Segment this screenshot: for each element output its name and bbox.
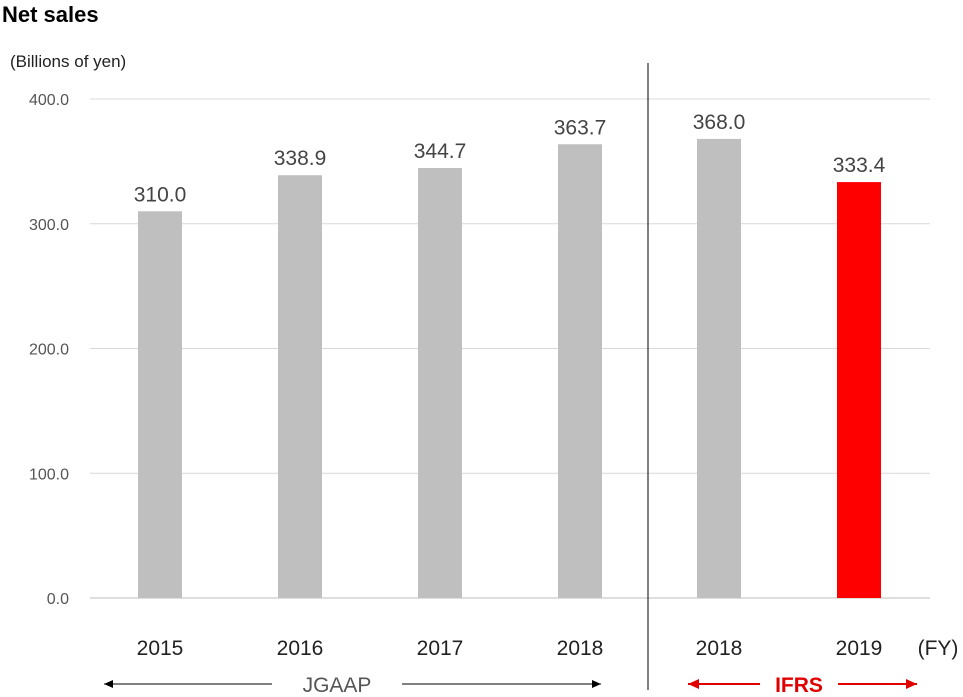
bar-value-label: 310.0 — [134, 183, 187, 206]
y-tick-label: 0.0 — [47, 591, 69, 608]
bar — [278, 175, 322, 599]
bar-value-label: 333.4 — [833, 154, 886, 177]
y-tick-label: 100.0 — [29, 466, 69, 483]
bar — [837, 182, 881, 598]
x-tick-label: 2019 — [836, 637, 883, 660]
x-tick-label: 2018 — [557, 637, 604, 660]
y-axis-unit-label: (Billions of yen) — [10, 52, 127, 71]
x-tick-label: 2016 — [277, 637, 324, 660]
y-tick-label: 400.0 — [29, 92, 69, 109]
bar — [418, 167, 462, 598]
bar-value-label: 363.7 — [554, 116, 607, 139]
bar-value-label: 344.7 — [414, 140, 467, 163]
x-tick-label: 2018 — [696, 637, 743, 660]
bar-value-label: 338.9 — [274, 147, 327, 170]
jgaap-label: JGAAP — [303, 674, 372, 697]
chart-title: Net sales — [2, 2, 99, 27]
y-tick-label: 200.0 — [29, 342, 69, 359]
bar — [138, 211, 182, 598]
x-axis-fy-label: (FY) — [918, 637, 959, 660]
x-tick-label: 2015 — [137, 637, 184, 660]
bar — [697, 138, 741, 599]
x-tick-label: 2017 — [417, 637, 464, 660]
y-tick-label: 300.0 — [29, 217, 69, 234]
bar — [558, 144, 602, 599]
bar-value-label: 368.0 — [693, 111, 746, 134]
ifrs-label: IFRS — [775, 674, 823, 697]
